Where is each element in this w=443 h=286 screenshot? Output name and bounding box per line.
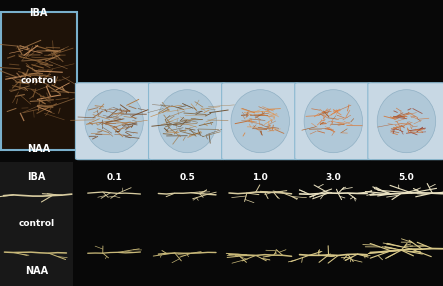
FancyBboxPatch shape [148, 83, 226, 160]
Ellipse shape [377, 90, 435, 153]
Ellipse shape [304, 90, 362, 153]
Ellipse shape [231, 90, 290, 153]
Ellipse shape [85, 90, 143, 153]
Ellipse shape [158, 90, 216, 153]
Ellipse shape [377, 170, 435, 233]
FancyBboxPatch shape [222, 164, 299, 241]
FancyBboxPatch shape [295, 83, 372, 160]
Text: 0.5: 0.5 [179, 173, 195, 182]
Text: IBA: IBA [30, 8, 48, 18]
Text: control: control [19, 219, 54, 228]
Ellipse shape [304, 170, 362, 233]
Text: NAA: NAA [27, 144, 51, 154]
Text: NAA: NAA [25, 266, 48, 276]
Ellipse shape [85, 170, 143, 233]
FancyBboxPatch shape [368, 83, 443, 160]
FancyBboxPatch shape [295, 164, 372, 241]
Ellipse shape [158, 170, 216, 233]
FancyBboxPatch shape [75, 164, 153, 241]
FancyBboxPatch shape [75, 83, 153, 160]
Ellipse shape [231, 170, 290, 233]
FancyBboxPatch shape [368, 164, 443, 241]
Text: 0.1: 0.1 [106, 173, 122, 182]
FancyBboxPatch shape [148, 164, 226, 241]
Text: control: control [21, 76, 57, 85]
Text: IBA: IBA [27, 172, 46, 182]
FancyBboxPatch shape [222, 83, 299, 160]
FancyBboxPatch shape [1, 12, 77, 150]
Text: 1.0: 1.0 [253, 173, 268, 182]
Text: 3.0: 3.0 [326, 173, 341, 182]
Text: 5.0: 5.0 [399, 173, 414, 182]
Bar [0, 162, 73, 286]
